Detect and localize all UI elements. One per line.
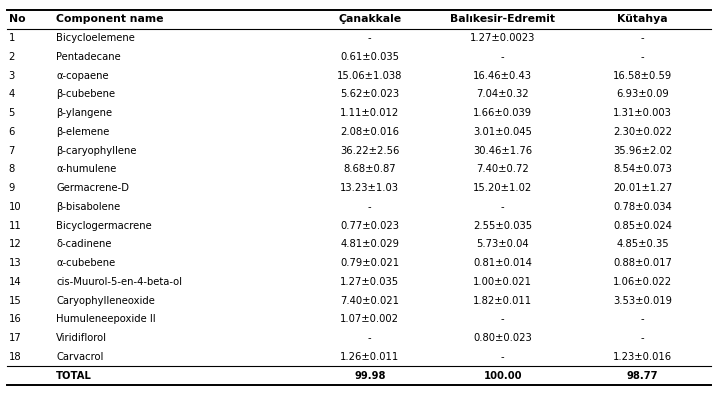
Text: 5: 5 bbox=[9, 108, 15, 118]
Text: β-cubebene: β-cubebene bbox=[56, 89, 115, 99]
Text: 0.88±0.017: 0.88±0.017 bbox=[613, 258, 672, 268]
Text: -: - bbox=[500, 52, 505, 62]
Text: 6: 6 bbox=[9, 127, 15, 137]
Text: 0.79±0.021: 0.79±0.021 bbox=[340, 258, 399, 268]
Text: 8: 8 bbox=[9, 164, 15, 174]
Text: 1.00±0.021: 1.00±0.021 bbox=[473, 277, 532, 287]
Text: 13: 13 bbox=[9, 258, 22, 268]
Text: 4.81±0.029: 4.81±0.029 bbox=[340, 239, 399, 249]
Text: 17: 17 bbox=[9, 333, 22, 343]
Text: 15.20±1.02: 15.20±1.02 bbox=[473, 183, 532, 193]
Text: 7.40±0.72: 7.40±0.72 bbox=[476, 164, 529, 174]
Text: α-humulene: α-humulene bbox=[56, 164, 116, 174]
Text: 10: 10 bbox=[9, 202, 22, 212]
Text: 5.62±0.023: 5.62±0.023 bbox=[340, 89, 399, 99]
Text: 1: 1 bbox=[9, 33, 15, 43]
Text: 36.22±2.56: 36.22±2.56 bbox=[340, 146, 399, 156]
Text: 11: 11 bbox=[9, 221, 22, 231]
Text: 0.80±0.023: 0.80±0.023 bbox=[473, 333, 532, 343]
Text: 7.04±0.32: 7.04±0.32 bbox=[476, 89, 529, 99]
Text: 14: 14 bbox=[9, 277, 22, 287]
Text: -: - bbox=[368, 333, 372, 343]
Text: 6.93±0.09: 6.93±0.09 bbox=[616, 89, 669, 99]
Text: Bicycloelemene: Bicycloelemene bbox=[56, 33, 135, 43]
Text: 0.77±0.023: 0.77±0.023 bbox=[340, 221, 399, 231]
Text: -: - bbox=[368, 202, 372, 212]
Text: 12: 12 bbox=[9, 239, 22, 249]
Text: 15.06±1.038: 15.06±1.038 bbox=[337, 71, 403, 81]
Text: 18: 18 bbox=[9, 352, 22, 362]
Text: 1.27±0.035: 1.27±0.035 bbox=[340, 277, 399, 287]
Text: Component name: Component name bbox=[56, 14, 164, 24]
Text: Carvacrol: Carvacrol bbox=[56, 352, 103, 362]
Text: 1.66±0.039: 1.66±0.039 bbox=[473, 108, 532, 118]
Text: β-ylangene: β-ylangene bbox=[56, 108, 112, 118]
Text: 9: 9 bbox=[9, 183, 15, 193]
Text: β-elemene: β-elemene bbox=[56, 127, 109, 137]
Text: 20.01±1.27: 20.01±1.27 bbox=[613, 183, 672, 193]
Text: 2: 2 bbox=[9, 52, 15, 62]
Text: -: - bbox=[500, 202, 505, 212]
Text: 0.81±0.014: 0.81±0.014 bbox=[473, 258, 532, 268]
Text: Caryophylleneoxide: Caryophylleneoxide bbox=[56, 296, 155, 306]
Text: Balıkesir-Edremit: Balıkesir-Edremit bbox=[450, 14, 555, 24]
Text: Pentadecane: Pentadecane bbox=[56, 52, 121, 62]
Text: cis-Muurol-5-en-4-beta-ol: cis-Muurol-5-en-4-beta-ol bbox=[56, 277, 182, 287]
Text: α-copaene: α-copaene bbox=[56, 71, 108, 81]
Text: 2.08±0.016: 2.08±0.016 bbox=[340, 127, 399, 137]
Text: 1.11±0.012: 1.11±0.012 bbox=[340, 108, 399, 118]
Text: 1.31±0.003: 1.31±0.003 bbox=[613, 108, 672, 118]
Text: 1.82±0.011: 1.82±0.011 bbox=[473, 296, 532, 306]
Text: 13.23±1.03: 13.23±1.03 bbox=[340, 183, 399, 193]
Text: -: - bbox=[368, 33, 372, 43]
Text: 16.46±0.43: 16.46±0.43 bbox=[473, 71, 532, 81]
Text: Humuleneepoxide II: Humuleneepoxide II bbox=[56, 314, 156, 324]
Text: No: No bbox=[9, 14, 25, 24]
Text: 2.55±0.035: 2.55±0.035 bbox=[473, 221, 532, 231]
Text: 4.85±0.35: 4.85±0.35 bbox=[616, 239, 669, 249]
Text: 30.46±1.76: 30.46±1.76 bbox=[473, 146, 532, 156]
Text: 3.01±0.045: 3.01±0.045 bbox=[473, 127, 532, 137]
Text: -: - bbox=[640, 33, 645, 43]
Text: 4: 4 bbox=[9, 89, 15, 99]
Text: TOTAL: TOTAL bbox=[56, 371, 92, 381]
Text: β-caryophyllene: β-caryophyllene bbox=[56, 146, 136, 156]
Text: 1.26±0.011: 1.26±0.011 bbox=[340, 352, 399, 362]
Text: δ-cadinene: δ-cadinene bbox=[56, 239, 111, 249]
Text: 8.54±0.073: 8.54±0.073 bbox=[613, 164, 672, 174]
Text: 98.77: 98.77 bbox=[627, 371, 658, 381]
Text: -: - bbox=[500, 352, 505, 362]
Text: 0.85±0.024: 0.85±0.024 bbox=[613, 221, 672, 231]
Text: β-bisabolene: β-bisabolene bbox=[56, 202, 120, 212]
Text: 99.98: 99.98 bbox=[354, 371, 386, 381]
Text: 3.53±0.019: 3.53±0.019 bbox=[613, 296, 672, 306]
Text: 0.78±0.034: 0.78±0.034 bbox=[613, 202, 672, 212]
Text: -: - bbox=[500, 314, 505, 324]
Text: 16: 16 bbox=[9, 314, 22, 324]
Text: 5.73±0.04: 5.73±0.04 bbox=[476, 239, 529, 249]
Text: 1.06±0.022: 1.06±0.022 bbox=[613, 277, 672, 287]
Text: Kütahya: Kütahya bbox=[617, 14, 668, 24]
Text: 16.58±0.59: 16.58±0.59 bbox=[613, 71, 672, 81]
Text: 1.07±0.002: 1.07±0.002 bbox=[340, 314, 399, 324]
Text: 2.30±0.022: 2.30±0.022 bbox=[613, 127, 672, 137]
Text: 1.23±0.016: 1.23±0.016 bbox=[613, 352, 672, 362]
Text: 1.27±0.0023: 1.27±0.0023 bbox=[470, 33, 536, 43]
Text: 7: 7 bbox=[9, 146, 15, 156]
Text: -: - bbox=[640, 333, 645, 343]
Text: Çanakkale: Çanakkale bbox=[338, 14, 401, 24]
Text: 100.00: 100.00 bbox=[483, 371, 522, 381]
Text: -: - bbox=[640, 314, 645, 324]
Text: Viridiflorol: Viridiflorol bbox=[56, 333, 107, 343]
Text: 7.40±0.021: 7.40±0.021 bbox=[340, 296, 399, 306]
Text: 3: 3 bbox=[9, 71, 15, 81]
Text: α-cubebene: α-cubebene bbox=[56, 258, 116, 268]
Text: 15: 15 bbox=[9, 296, 22, 306]
Text: 8.68±0.87: 8.68±0.87 bbox=[343, 164, 396, 174]
Text: 0.61±0.035: 0.61±0.035 bbox=[340, 52, 399, 62]
Text: Bicyclogermacrene: Bicyclogermacrene bbox=[56, 221, 151, 231]
Text: 35.96±2.02: 35.96±2.02 bbox=[613, 146, 672, 156]
Text: Germacrene-D: Germacrene-D bbox=[56, 183, 129, 193]
Text: -: - bbox=[640, 52, 645, 62]
